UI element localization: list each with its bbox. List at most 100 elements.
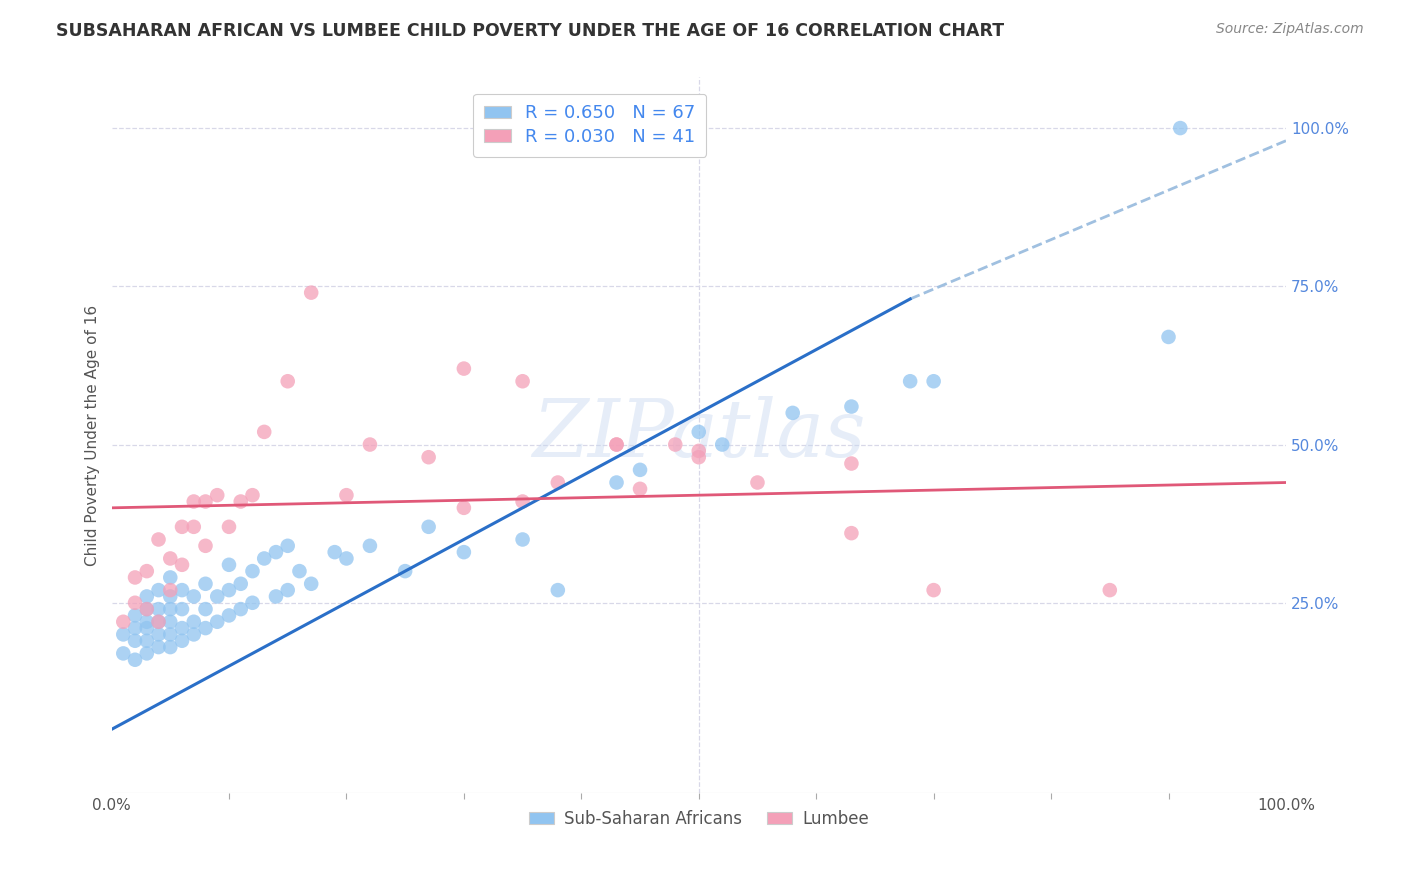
Point	[112, 627, 135, 641]
Point	[453, 545, 475, 559]
Point	[606, 475, 628, 490]
Point	[218, 558, 240, 572]
Point	[242, 488, 264, 502]
Point	[335, 488, 357, 502]
Point	[194, 602, 217, 616]
Point	[194, 539, 217, 553]
Point	[194, 621, 217, 635]
Text: SUBSAHARAN AFRICAN VS LUMBEE CHILD POVERTY UNDER THE AGE OF 16 CORRELATION CHART: SUBSAHARAN AFRICAN VS LUMBEE CHILD POVER…	[56, 22, 1004, 40]
Point	[218, 608, 240, 623]
Point	[183, 615, 205, 629]
Point	[253, 551, 276, 566]
Point	[688, 443, 710, 458]
Point	[170, 520, 193, 534]
Point	[359, 539, 381, 553]
Point	[782, 406, 804, 420]
Text: ZIPatlas: ZIPatlas	[531, 396, 866, 474]
Legend: Sub-Saharan Africans, Lumbee: Sub-Saharan Africans, Lumbee	[522, 803, 876, 834]
Point	[547, 583, 569, 598]
Point	[170, 621, 193, 635]
Point	[394, 564, 416, 578]
Point	[418, 520, 440, 534]
Point	[547, 475, 569, 490]
Point	[183, 494, 205, 508]
Point	[335, 551, 357, 566]
Point	[124, 596, 146, 610]
Point	[841, 457, 863, 471]
Point	[453, 500, 475, 515]
Point	[277, 583, 299, 598]
Point	[148, 615, 170, 629]
Y-axis label: Child Poverty Under the Age of 16: Child Poverty Under the Age of 16	[86, 304, 100, 566]
Point	[218, 583, 240, 598]
Point	[194, 576, 217, 591]
Point	[159, 590, 181, 604]
Point	[299, 576, 322, 591]
Point	[135, 615, 157, 629]
Point	[170, 583, 193, 598]
Point	[159, 615, 181, 629]
Point	[135, 590, 157, 604]
Point	[170, 558, 193, 572]
Point	[242, 596, 264, 610]
Point	[183, 590, 205, 604]
Point	[1098, 583, 1121, 598]
Point	[135, 602, 157, 616]
Point	[148, 627, 170, 641]
Point	[194, 494, 217, 508]
Point	[628, 482, 651, 496]
Point	[148, 602, 170, 616]
Point	[170, 602, 193, 616]
Point	[218, 520, 240, 534]
Point	[512, 374, 534, 388]
Point	[159, 640, 181, 654]
Point	[135, 564, 157, 578]
Point	[159, 551, 181, 566]
Point	[112, 647, 135, 661]
Point	[148, 640, 170, 654]
Point	[183, 520, 205, 534]
Point	[207, 615, 229, 629]
Point	[512, 494, 534, 508]
Point	[1168, 121, 1191, 136]
Point	[135, 621, 157, 635]
Point	[229, 576, 252, 591]
Point	[512, 533, 534, 547]
Point	[299, 285, 322, 300]
Point	[688, 425, 710, 439]
Point	[148, 615, 170, 629]
Point	[124, 633, 146, 648]
Point	[628, 463, 651, 477]
Point	[688, 450, 710, 465]
Point	[159, 583, 181, 598]
Point	[112, 615, 135, 629]
Point	[453, 361, 475, 376]
Point	[606, 437, 628, 451]
Point	[135, 602, 157, 616]
Point	[159, 602, 181, 616]
Point	[242, 564, 264, 578]
Point	[183, 627, 205, 641]
Point	[124, 621, 146, 635]
Point	[207, 488, 229, 502]
Point	[323, 545, 346, 559]
Point	[841, 526, 863, 541]
Point	[159, 627, 181, 641]
Point	[264, 590, 287, 604]
Point	[277, 374, 299, 388]
Point	[170, 633, 193, 648]
Point	[288, 564, 311, 578]
Point	[359, 437, 381, 451]
Point	[148, 583, 170, 598]
Point	[418, 450, 440, 465]
Point	[1157, 330, 1180, 344]
Point	[229, 494, 252, 508]
Point	[664, 437, 686, 451]
Point	[711, 437, 734, 451]
Point	[922, 374, 945, 388]
Point	[148, 533, 170, 547]
Point	[124, 653, 146, 667]
Point	[229, 602, 252, 616]
Point	[124, 608, 146, 623]
Point	[264, 545, 287, 559]
